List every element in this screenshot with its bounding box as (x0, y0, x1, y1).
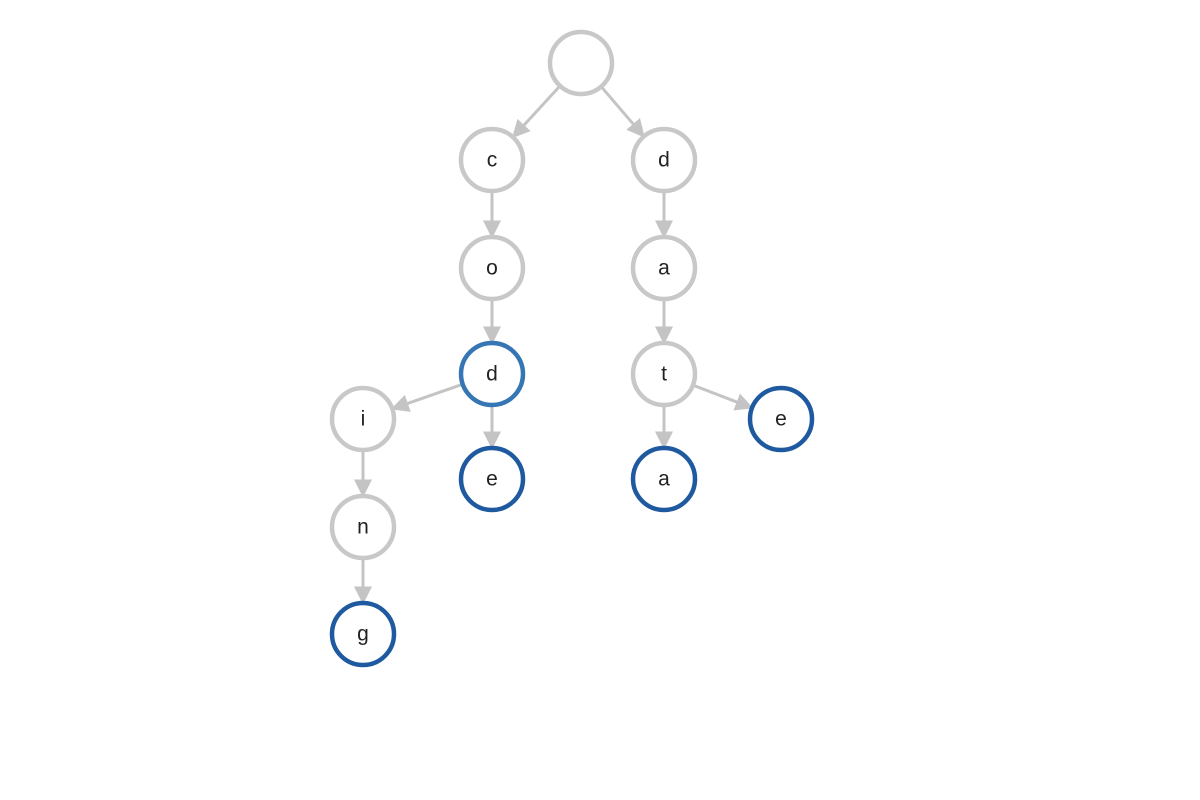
node-circle (329, 600, 397, 668)
edges-layer (354, 85, 754, 605)
node-circle (630, 340, 698, 408)
trie-node-a1[interactable]: a (630, 234, 698, 302)
edge-t-e2 (693, 384, 754, 411)
trie-node-n[interactable]: n (329, 493, 397, 561)
node-label: c (487, 149, 498, 172)
node-circle (458, 234, 526, 302)
node-circle (329, 385, 397, 453)
node-circle (630, 126, 698, 194)
trie-node-o[interactable]: o (458, 234, 526, 302)
node-label: d (486, 363, 498, 386)
node-label: a (658, 468, 670, 491)
node-circle (630, 234, 698, 302)
trie-node-a2[interactable]: a (630, 445, 698, 513)
trie-node-i[interactable]: i (329, 385, 397, 453)
node-circle (329, 493, 397, 561)
trie-node-d1[interactable]: d (630, 126, 698, 194)
edge-root-d1 (600, 86, 645, 138)
edge-d2-i (390, 383, 463, 412)
trie-node-c[interactable]: c (458, 126, 526, 194)
trie-node-e1[interactable]: e (458, 445, 526, 513)
nodes-layer: c d o a d t i e a e n g (329, 29, 815, 668)
node-circle (630, 445, 698, 513)
node-label: i (361, 408, 366, 431)
node-label: a (658, 257, 670, 280)
node-circle (747, 385, 815, 453)
node-label: d (658, 149, 670, 172)
node-label: t (661, 363, 667, 386)
trie-node-g[interactable]: g (329, 600, 397, 668)
node-circle (458, 126, 526, 194)
trie-node-root[interactable] (547, 29, 615, 97)
node-label: o (486, 257, 498, 280)
trie-node-e2[interactable]: e (747, 385, 815, 453)
node-label: g (357, 623, 369, 646)
node-circle (458, 340, 526, 408)
node-label: e (775, 408, 787, 431)
node-circle (458, 445, 526, 513)
node-circle (547, 29, 615, 97)
edge-root-c (511, 85, 561, 139)
node-label: e (486, 468, 498, 491)
node-label: n (357, 516, 369, 539)
trie-node-d2[interactable]: d (458, 340, 526, 408)
trie-node-t[interactable]: t (630, 340, 698, 408)
